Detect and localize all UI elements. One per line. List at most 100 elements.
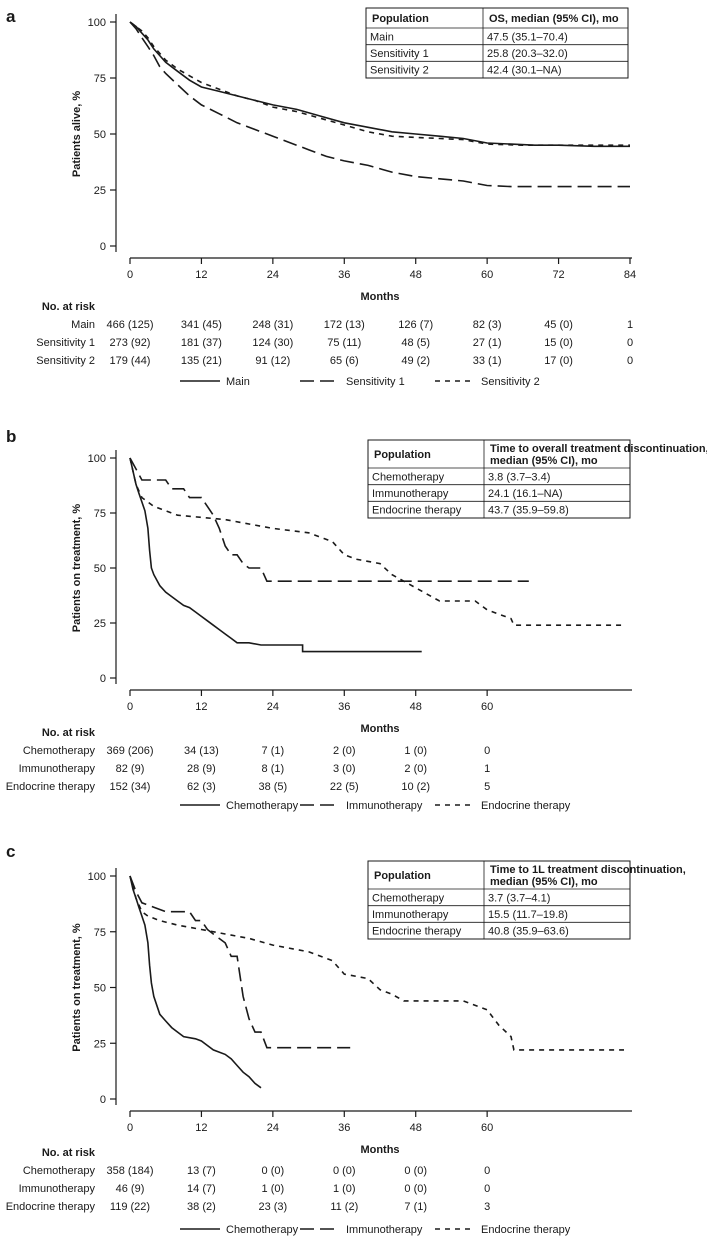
risk-cell: 248 (31) [252, 319, 293, 331]
risk-table-title: No. at risk [42, 301, 96, 313]
risk-row-label: Chemotherapy [23, 745, 96, 757]
table-header-line: Time to 1L treatment discontinuation, [490, 864, 686, 876]
risk-table-title: No. at risk [42, 727, 96, 739]
table-header-cell: Population [374, 449, 431, 461]
risk-cell: 179 (44) [110, 355, 151, 367]
x-tick-label: 48 [410, 269, 422, 281]
risk-cell: 0 (0) [404, 1165, 427, 1177]
legend-label: Sensitivity 2 [481, 376, 540, 388]
y-tick-label: 50 [94, 983, 106, 995]
risk-cell: 65 (6) [330, 355, 359, 367]
risk-cell: 369 (206) [106, 745, 153, 757]
risk-cell: 0 [484, 1183, 490, 1195]
risk-cell: 0 (0) [333, 1165, 356, 1177]
x-tick-label: 60 [481, 269, 493, 281]
table-cell-median: 25.8 (20.3–32.0) [487, 48, 568, 60]
risk-cell: 135 (21) [181, 355, 222, 367]
legend-label: Chemotherapy [226, 1224, 299, 1236]
x-tick-label: 48 [410, 701, 422, 713]
risk-row-label: Chemotherapy [23, 1165, 96, 1177]
table-border [367, 439, 631, 519]
risk-cell: 33 (1) [473, 355, 502, 367]
risk-cell: 3 [484, 1201, 490, 1213]
risk-row-label: Sensitivity 1 [36, 337, 95, 349]
risk-cell: 17 (0) [544, 355, 573, 367]
x-tick-label: 48 [410, 1122, 422, 1134]
panel-letter: c [6, 842, 15, 861]
y-tick-label: 25 [94, 1038, 106, 1050]
risk-cell: 45 (0) [544, 319, 573, 331]
legend-label: Chemotherapy [226, 800, 299, 812]
legend-label: Immunotherapy [346, 1224, 423, 1236]
median-table: Population OS, median (95% CI), mo Main 47.… [365, 7, 629, 79]
x-axis-label: Months [360, 1144, 399, 1156]
risk-cell: 48 (5) [401, 337, 430, 349]
panel-letter: a [6, 7, 16, 26]
table-cell-median: 43.7 (35.9–59.8) [488, 505, 569, 517]
table-header-line: Time to overall treatment discontinuatio… [490, 443, 707, 455]
risk-row-label: Sensitivity 2 [36, 355, 95, 367]
table-header-line: median (95% CI), mo [490, 455, 598, 467]
table-border [367, 860, 631, 940]
panel-c: c 0 25 50 75 100 0 12 24 36 48 60 Patients on treatm… [6, 842, 686, 1236]
series-line-endocrine-therapy [129, 457, 624, 626]
table-cell-median: 47.5 (35.1–70.4) [487, 31, 568, 43]
table-cell-population: Sensitivity 1 [370, 48, 429, 60]
legend: Chemotherapy Immunotherapy Endocrine thera… [180, 1224, 571, 1236]
risk-cell: 11 (2) [330, 1201, 358, 1213]
panel-letter: b [6, 427, 16, 446]
risk-cell: 15 (0) [544, 337, 573, 349]
legend: Chemotherapy Immunotherapy Endocrine thera… [180, 800, 571, 812]
series-line-chemotherapy [129, 875, 262, 1089]
risk-row-label: Immunotherapy [19, 763, 96, 775]
y-tick-label: 100 [88, 17, 106, 29]
series-line-chemotherapy [129, 457, 422, 653]
risk-cell: 38 (2) [187, 1201, 216, 1213]
x-axis-label: Months [360, 291, 399, 303]
table-cell-population: Chemotherapy [372, 892, 445, 904]
table-cell-population: Main [370, 31, 394, 43]
x-tick-label: 36 [338, 269, 350, 281]
table-header-cell: Population [372, 13, 429, 25]
risk-table: No. at risk Main 466 (125) 341 (45) 248 (31)… [36, 301, 633, 367]
table-cell-population: Immunotherapy [372, 909, 449, 921]
risk-cell: 0 [627, 355, 633, 367]
x-tick-label: 36 [338, 701, 350, 713]
x-tick-label: 12 [195, 701, 207, 713]
risk-cell: 7 (1) [262, 745, 285, 757]
risk-cell: 2 (0) [333, 745, 356, 757]
legend-label: Endocrine therapy [481, 1224, 571, 1236]
risk-cell: 119 (22) [110, 1201, 150, 1213]
risk-cell: 13 (7) [187, 1165, 216, 1177]
risk-cell: 126 (7) [398, 319, 433, 331]
y-tick-label: 100 [88, 453, 106, 465]
legend-label: Endocrine therapy [481, 800, 571, 812]
risk-cell: 91 (12) [255, 355, 290, 367]
risk-table: No. at risk Chemotherapy 369 (206) 34 (13) 7… [6, 727, 490, 793]
table-header-cell: Population [374, 870, 431, 882]
y-tick-label: 50 [94, 563, 106, 575]
table-cell-population: Endocrine therapy [372, 926, 462, 938]
risk-cell: 28 (9) [187, 763, 216, 775]
x-tick-label: 36 [338, 1122, 350, 1134]
risk-table-title: No. at risk [42, 1147, 96, 1159]
risk-cell: 0 [627, 337, 633, 349]
risk-cell: 152 (34) [110, 781, 151, 793]
risk-cell: 8 (1) [262, 763, 285, 775]
y-tick-label: 0 [100, 1094, 106, 1106]
table-cell-population: Chemotherapy [372, 471, 445, 483]
risk-cell: 49 (2) [401, 355, 430, 367]
x-tick-label: 72 [552, 269, 564, 281]
y-tick-label: 75 [94, 508, 106, 520]
risk-cell: 1 [627, 319, 633, 331]
legend: Main Sensitivity 1 Sensitivity 2 [180, 376, 540, 388]
risk-cell: 1 [484, 763, 490, 775]
y-tick-label: 0 [100, 673, 106, 685]
legend-label: Immunotherapy [346, 800, 423, 812]
table-cell-median: 3.7 (3.7–4.1) [488, 892, 550, 904]
y-tick-label: 50 [94, 129, 106, 141]
risk-cell: 27 (1) [473, 337, 502, 349]
risk-cell: 23 (3) [258, 1201, 287, 1213]
